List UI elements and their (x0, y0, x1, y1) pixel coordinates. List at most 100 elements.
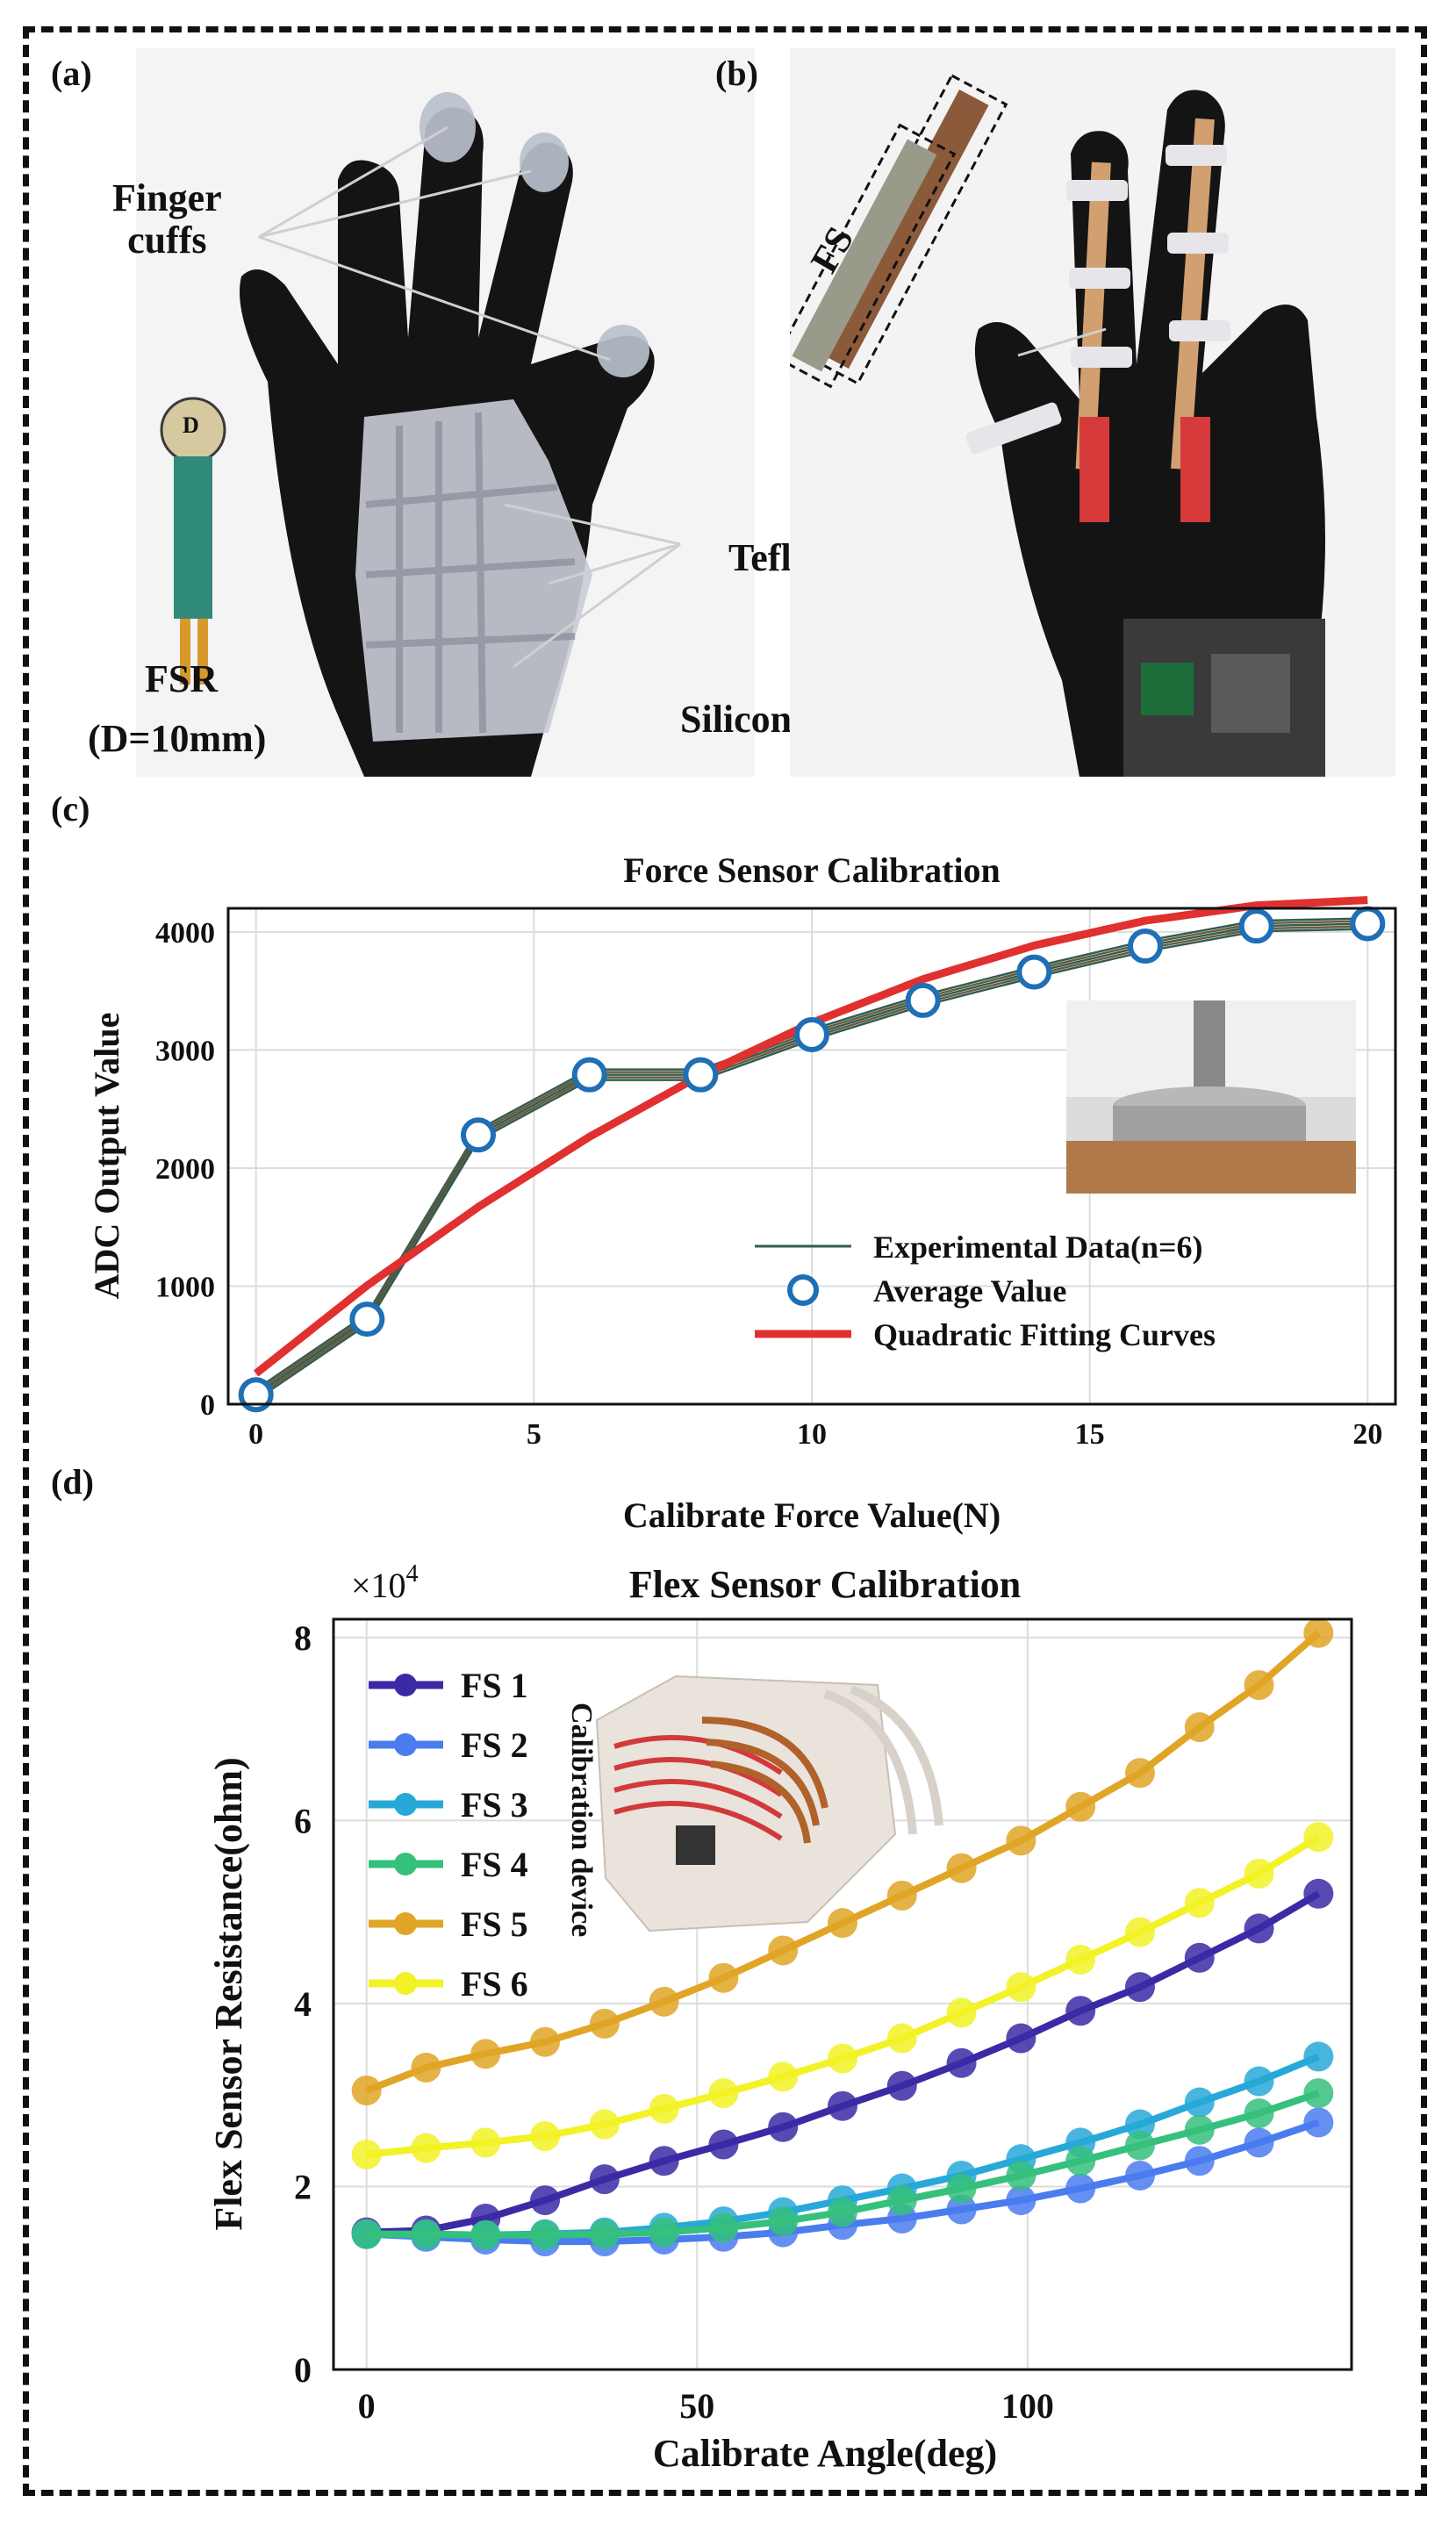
flex-series-point (1124, 1972, 1155, 2003)
flex-series-point (1124, 2160, 1155, 2191)
flex-series-point (470, 2219, 501, 2250)
fsr-d-label: D (183, 412, 199, 438)
chart-c-ytick: 4000 (155, 917, 215, 950)
panel-b-label: (b) (715, 54, 758, 93)
glove-photo-a (136, 48, 755, 777)
flex-series-point (530, 2026, 561, 2057)
chart-d-ylabel: Flex Sensor Resistance(ohm) (207, 1757, 250, 2230)
average-value-point (1128, 929, 1163, 964)
chart-d-ytick: 0 (294, 2350, 312, 2390)
flex-series-point (411, 2219, 441, 2249)
flex-legend-entry: FS 4 (461, 1845, 528, 1884)
flex-series-point (411, 2052, 441, 2083)
flex-legend-marker (394, 1733, 417, 1756)
chart-c-ytick: 1000 (155, 1271, 215, 1303)
chart-c-xtick: 15 (1075, 1418, 1105, 1451)
flex-series-point (946, 2173, 977, 2204)
chart-d-yscale-exp: 4 (406, 1560, 419, 1588)
average-value-point (461, 1117, 496, 1153)
chart-d-yscale-base: ×10 (351, 1566, 406, 1605)
chart-d-title: Flex Sensor Calibration (629, 1563, 1022, 1606)
flex-series-point (768, 2206, 799, 2237)
flex-series-point (1184, 2146, 1215, 2176)
flex-series-point (1065, 1944, 1096, 1975)
panel-c-label: (c) (51, 789, 90, 828)
flex-series-point (1065, 1791, 1096, 1822)
flex-series-point (1303, 1617, 1334, 1648)
flex-series-point (649, 1986, 679, 2017)
flex-series-point (708, 1962, 739, 1993)
dashed-frame (23, 26, 1427, 2496)
flex-series-point (589, 2219, 620, 2249)
flex-legend-marker (394, 1793, 417, 1816)
legend-avg-swatch (787, 1274, 819, 1306)
fsr-sensor: D (158, 395, 228, 685)
flex-series-point (1006, 2160, 1036, 2191)
average-value-point (1350, 906, 1386, 942)
legend-entry: Experimental Data(n=6) (873, 1230, 1202, 1265)
flex-series-point (1006, 1972, 1036, 2003)
calibration-device-caption: Calibration device (565, 1703, 598, 1937)
flex-series-point (828, 2090, 857, 2121)
flex-series-point (1124, 1758, 1155, 1789)
chart-d-xtick: 0 (358, 2386, 376, 2426)
flex-series-point (1303, 2078, 1334, 2109)
flex-series-point (886, 2185, 917, 2216)
calibration-device-inset (595, 1674, 943, 1932)
flex-series-point (470, 2039, 501, 2069)
flex-series-point (708, 2212, 739, 2243)
glove-illustration-a (136, 48, 755, 777)
flex-legend-entry: FS 3 (461, 1785, 528, 1825)
chart-d-ytick: 6 (294, 1801, 312, 1840)
chart-c-xtick: 0 (248, 1418, 263, 1451)
flex-series-point (1124, 1917, 1155, 1947)
fsr-label: FSR (145, 657, 219, 700)
flex-series-point (886, 1880, 917, 1911)
flex-series-point (946, 2194, 977, 2225)
flex-series-point (1006, 2185, 1036, 2216)
flex-series-point (1184, 1712, 1215, 1743)
force-calibration-chart: Force Sensor Calibration 0 5 10 15 20 0 1000 20… (87, 850, 1397, 1535)
panel-d-label: (d) (51, 1462, 94, 1502)
average-value-point (571, 1057, 607, 1093)
flex-series-point (589, 2008, 620, 2039)
chart-c-ylabel: ADC Output Value (87, 1013, 126, 1300)
flex-series-point (1124, 2109, 1155, 2140)
flex-series-point (1303, 2041, 1334, 2072)
flex-series-point (649, 2146, 679, 2176)
flex-series-point (1065, 1996, 1096, 2026)
flex-legend-marker (394, 1674, 417, 1696)
chart-d-xlabel: Calibrate Angle(deg) (653, 2432, 997, 2475)
chart-c-ytick: 2000 (155, 1153, 215, 1186)
flex-series-point (886, 2023, 917, 2054)
flex-series-point (1244, 1913, 1274, 1944)
chart-c-xtick: 10 (797, 1418, 827, 1451)
chart-d-ytick: 4 (294, 1984, 312, 2024)
flex-legend-entry: FS 6 (461, 1964, 528, 2004)
chart-c-title: Force Sensor Calibration (623, 850, 1001, 890)
average-value-point (794, 1016, 829, 1052)
chart-d-ytick: 8 (294, 1618, 312, 1658)
flex-series-point (530, 2219, 561, 2250)
chart-d-xtick: 50 (679, 2386, 714, 2426)
chart-c-xlabel: Calibrate Force Value(N) (623, 1495, 1001, 1535)
glove-photo-b (790, 48, 1395, 777)
legend-entry: Quadratic Fitting Curves (873, 1317, 1216, 1352)
flex-series-point (530, 2185, 561, 2216)
legend-entry: Average Value (873, 1273, 1066, 1309)
flex-series-point (946, 2047, 977, 2078)
chart-c-ytick: 3000 (155, 1035, 215, 1067)
flex-series-point (1303, 1822, 1334, 1853)
flex-series-point (1303, 2107, 1334, 2138)
flex-series-point (768, 2062, 799, 2092)
chart-c-ytick: 0 (200, 1389, 215, 1422)
flex-series-point (1124, 2130, 1155, 2161)
flex-series-point (708, 2078, 739, 2109)
flex-series-point (886, 2070, 917, 2101)
force-test-inset-photo (1066, 1000, 1356, 1194)
flex-series-point (1006, 2023, 1036, 2054)
flex-series-point (1184, 2114, 1215, 2145)
fsr-diameter-label: (D=10mm) (88, 717, 267, 760)
flex-series-point (649, 2217, 679, 2248)
flex-series-point (351, 2139, 382, 2169)
